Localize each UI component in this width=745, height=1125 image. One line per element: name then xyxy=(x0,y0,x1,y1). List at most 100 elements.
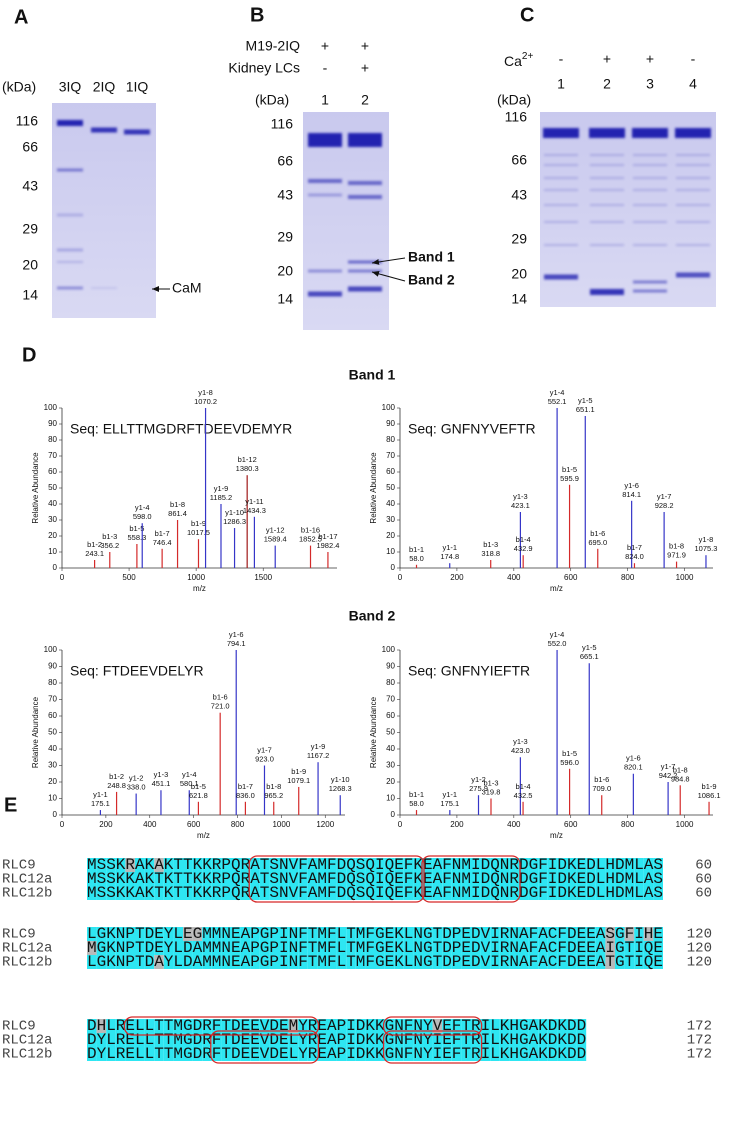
peak-name: y1-3 xyxy=(154,770,169,779)
residue-highlight xyxy=(538,941,548,955)
residue-highlight xyxy=(403,1033,414,1047)
residue-highlight xyxy=(336,941,347,955)
residue-highlight xyxy=(173,872,183,886)
residue-highlight xyxy=(490,927,500,941)
residue-highlight xyxy=(586,941,596,955)
residue-highlight xyxy=(192,858,203,872)
peak-name: b1-9 xyxy=(702,782,717,791)
residue-highlight xyxy=(509,886,519,900)
residue-highlight xyxy=(269,955,279,969)
residue-highlight xyxy=(547,858,558,872)
gel-band xyxy=(91,127,117,133)
residue-highlight xyxy=(154,1033,164,1047)
residue-highlight xyxy=(375,927,385,941)
gel-band xyxy=(633,289,667,293)
residue-highlight xyxy=(327,1033,337,1047)
residue-highlight xyxy=(327,1047,337,1061)
residue-highlight xyxy=(557,927,567,941)
peak-name: y1-9 xyxy=(311,742,326,751)
residue-highlight xyxy=(154,886,164,900)
residue-highlight xyxy=(106,927,116,941)
peak-name: b1-3 xyxy=(483,540,498,549)
residue-highlight xyxy=(490,1033,500,1047)
residue-highlight xyxy=(298,858,308,872)
residue-highlight xyxy=(538,1019,548,1033)
residue-highlight xyxy=(528,1019,539,1033)
residue-highlight xyxy=(432,1019,443,1033)
residue-highlight xyxy=(519,1047,529,1061)
residue-highlight xyxy=(250,858,260,872)
peak-name: b1-12 xyxy=(238,455,257,464)
residue-highlight xyxy=(135,941,145,955)
residue-highlight xyxy=(192,941,203,955)
peak-name: y1-6 xyxy=(626,754,641,763)
gel-band xyxy=(348,181,382,185)
peak-name: y1-8 xyxy=(198,388,213,397)
peak-name: y1-6 xyxy=(624,481,639,490)
peptide-box xyxy=(382,1030,483,1064)
residue-highlight xyxy=(279,1019,289,1033)
x-tick-label: 0 xyxy=(60,820,65,829)
residue-highlight xyxy=(183,927,193,941)
panel-label: A xyxy=(14,6,28,28)
residue-highlight xyxy=(634,941,644,955)
residue-highlight xyxy=(336,872,347,886)
residue-highlight xyxy=(183,1019,193,1033)
residue-highlight xyxy=(643,872,654,886)
gel-band xyxy=(590,154,624,156)
arrow xyxy=(371,270,406,282)
x-tick-label: 600 xyxy=(564,820,578,829)
y-tick-label: 0 xyxy=(391,810,396,819)
residue-highlight xyxy=(163,955,174,969)
residue-highlight xyxy=(519,941,529,955)
peak-mz: 243.1 xyxy=(85,549,104,558)
sequence-name: RLC9 xyxy=(2,1019,36,1035)
peak-mz: 432.5 xyxy=(514,791,533,800)
gel-band xyxy=(308,133,342,147)
y-tick-label: 40 xyxy=(386,499,395,508)
residue-highlight xyxy=(346,886,356,900)
y-tick-label: 80 xyxy=(48,678,57,687)
residue-highlight xyxy=(96,1019,107,1033)
gel-band xyxy=(590,164,624,166)
residue-highlight xyxy=(163,1047,174,1061)
residue-highlight xyxy=(125,886,135,900)
residue-highlight xyxy=(183,941,193,955)
residue-highlight xyxy=(557,858,567,872)
residue-highlight xyxy=(586,886,596,900)
residue-highlight xyxy=(259,941,270,955)
residue-highlight xyxy=(240,1033,251,1047)
residue-highlight xyxy=(96,1047,107,1061)
residue-highlight xyxy=(605,941,615,955)
annotation: Band 2 xyxy=(408,272,455,288)
residue-highlight xyxy=(394,886,404,900)
gel-band xyxy=(308,269,342,273)
residue-highlight xyxy=(528,886,539,900)
gel-band xyxy=(348,286,382,292)
residue-highlight xyxy=(394,1033,404,1047)
lane-label: 2 xyxy=(603,76,611,92)
x-tick-label: 200 xyxy=(99,820,113,829)
residue-highlight xyxy=(624,886,635,900)
peak-name: b1-5 xyxy=(562,749,577,758)
residue-highlight xyxy=(259,1033,270,1047)
residue-highlight xyxy=(250,1033,260,1047)
residue-highlight xyxy=(375,1047,385,1061)
residue-highlight xyxy=(480,1033,491,1047)
peak-mz: 248.8 xyxy=(107,781,126,790)
residue-highlight xyxy=(423,1033,433,1047)
residue-highlight xyxy=(442,872,452,886)
residue-highlight xyxy=(259,927,270,941)
sequence-name: RLC12b xyxy=(2,1047,52,1063)
y-tick-label: 10 xyxy=(386,794,395,803)
peak-mz: 596.0 xyxy=(560,758,579,767)
residue-highlight xyxy=(115,1033,126,1047)
residue-highlight xyxy=(490,1019,500,1033)
residue-highlight xyxy=(231,1019,241,1033)
residue-highlight xyxy=(269,1019,279,1033)
gel-band xyxy=(590,289,624,295)
x-tick-label: 400 xyxy=(507,573,521,582)
condition-name: Kidney LCs xyxy=(228,60,300,76)
residue-highlight xyxy=(173,927,183,941)
residue-highlight xyxy=(355,872,366,886)
